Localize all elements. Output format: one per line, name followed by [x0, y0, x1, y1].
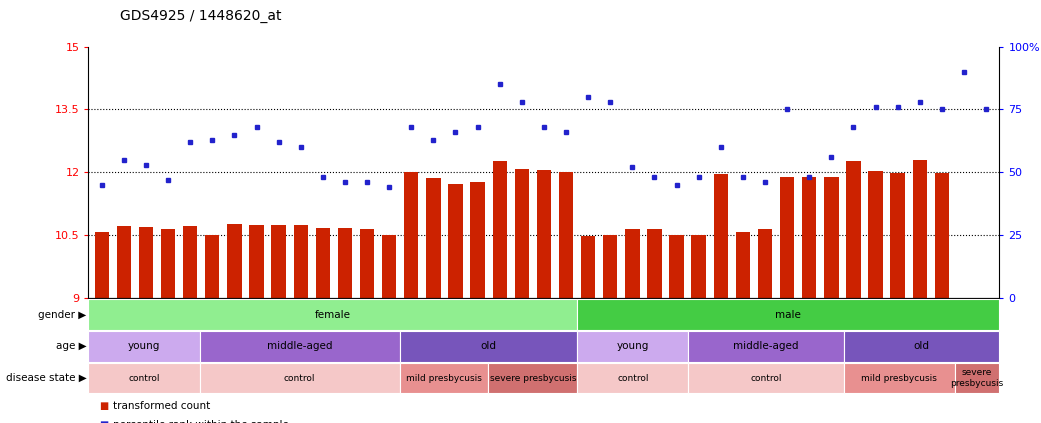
Text: mild presbycusis: mild presbycusis	[406, 374, 482, 383]
Text: severe presbycusis: severe presbycusis	[489, 374, 576, 383]
Text: female: female	[314, 310, 351, 320]
Bar	[846, 161, 861, 298]
Text: severe
presbycusis: severe presbycusis	[950, 368, 1004, 388]
Bar	[294, 225, 308, 298]
Bar	[426, 178, 440, 298]
Bar	[736, 231, 751, 298]
Bar	[138, 227, 153, 298]
Bar	[183, 225, 198, 298]
Bar	[272, 225, 286, 298]
Text: young: young	[616, 341, 649, 352]
Text: ■: ■	[99, 401, 108, 411]
Bar	[669, 235, 684, 298]
Bar	[492, 161, 507, 298]
Text: control: control	[284, 374, 315, 383]
Text: control: control	[617, 374, 649, 383]
Bar	[603, 235, 617, 298]
Bar	[514, 169, 529, 298]
Text: mild presbycusis: mild presbycusis	[862, 374, 937, 383]
Bar	[802, 177, 816, 298]
Text: male: male	[776, 310, 802, 320]
Text: percentile rank within the sample: percentile rank within the sample	[113, 420, 289, 423]
Bar	[315, 228, 330, 298]
Bar	[780, 176, 794, 298]
Bar	[404, 172, 418, 298]
Text: control: control	[751, 374, 782, 383]
Bar	[581, 236, 595, 298]
Text: middle-aged: middle-aged	[266, 341, 332, 352]
Bar	[161, 229, 175, 298]
Text: ■: ■	[99, 420, 108, 423]
Bar	[714, 173, 728, 298]
Text: control: control	[128, 374, 159, 383]
Text: young: young	[128, 341, 160, 352]
Bar	[626, 229, 639, 298]
Bar	[250, 225, 263, 298]
Bar	[382, 235, 397, 298]
Bar	[117, 226, 131, 298]
Bar	[648, 228, 662, 298]
Text: transformed count: transformed count	[113, 401, 210, 411]
Bar	[691, 235, 706, 298]
Text: gender ▶: gender ▶	[39, 310, 86, 320]
Bar	[227, 224, 242, 298]
Bar	[935, 173, 949, 298]
Text: old: old	[914, 341, 930, 352]
Bar	[471, 181, 485, 298]
Bar	[337, 228, 352, 298]
Text: GDS4925 / 1448620_at: GDS4925 / 1448620_at	[120, 9, 281, 23]
Text: age ▶: age ▶	[56, 341, 86, 352]
Bar	[537, 170, 551, 298]
Bar	[559, 173, 574, 298]
Text: old: old	[480, 341, 497, 352]
Bar	[824, 177, 838, 298]
Bar	[868, 171, 883, 298]
Bar	[360, 229, 374, 298]
Text: middle-aged: middle-aged	[733, 341, 798, 352]
Bar	[758, 229, 772, 298]
Bar	[449, 184, 462, 298]
Bar	[205, 235, 220, 298]
Bar	[95, 232, 109, 298]
Bar	[913, 160, 926, 298]
Bar	[890, 173, 905, 298]
Text: disease state ▶: disease state ▶	[5, 373, 86, 383]
